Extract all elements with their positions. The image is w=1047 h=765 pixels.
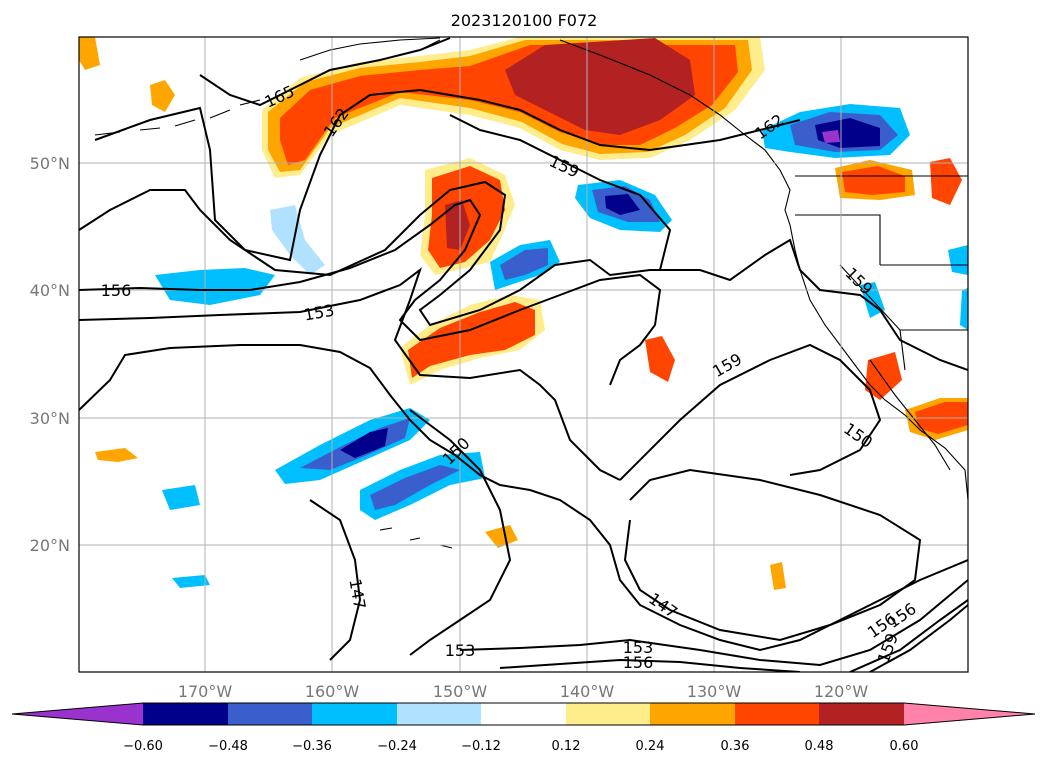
anomaly-region-east-pacific-small: [645, 336, 675, 382]
western-state-borders: [795, 214, 968, 371]
map-content: [79, 37, 968, 672]
contour-label: 153: [623, 638, 654, 657]
contour-label: 153: [445, 641, 476, 660]
colorbar-segment: [228, 703, 312, 725]
lat-label: 50°N: [30, 154, 70, 173]
contour-165: [199, 37, 451, 107]
colorbar-tick-label: −0.24: [377, 739, 417, 754]
aleutian-islands: [94, 99, 261, 136]
colorbar-segment: [735, 703, 819, 725]
colorbar-tick-label: 0.24: [636, 739, 665, 754]
anomaly-region-central-north-pacific-core: [500, 248, 548, 280]
colorbar: −0.60 −0.48 −0.36 −0.24 −0.12 0.12 0.24 …: [11, 702, 1036, 754]
anomaly-region-baja-coast: [960, 288, 968, 330]
contour-label: 156: [623, 653, 654, 672]
colorbar-tick-label: −0.60: [123, 739, 163, 754]
contour-159: [79, 114, 968, 371]
colorbar-tick-label: 0.48: [805, 739, 834, 754]
lat-label: 30°N: [30, 409, 70, 428]
anomaly-region-midlatitude-west: [155, 268, 275, 305]
anomaly-region-gulf-of-alaska-core: [605, 194, 640, 215]
lon-label: 120°W: [814, 682, 869, 701]
longitude-labels: 170°W 160°W 150°W 140°W 130°W 120°W: [178, 682, 869, 701]
anomaly-region-southwest-small: [162, 485, 200, 510]
colorbar-tick-label: −0.12: [461, 739, 501, 754]
anomaly-region-rocky-mountains-core: [842, 166, 905, 195]
contour-162-west: [94, 88, 801, 262]
anomaly-region-subtropical-band-red: [408, 302, 535, 378]
colorbar-tick-label: −0.48: [208, 739, 248, 754]
contour-147: [309, 409, 922, 661]
lon-label: 160°W: [305, 682, 360, 701]
anomaly-region-tropical-east-pacific: [770, 562, 786, 590]
anomaly-region-north-pacific-ridge-core: [505, 38, 695, 135]
contour-label: 156: [101, 281, 132, 300]
anomaly-region-great-basin: [948, 245, 968, 275]
colorbar-segment: [143, 703, 228, 725]
lat-label: 40°N: [30, 281, 70, 300]
baja-peninsula-coastline: [869, 359, 951, 471]
map-title: 2023120100 F072: [451, 11, 598, 30]
anomaly-region-subtropical-southwest-core: [340, 428, 388, 458]
colorbar-segment: [819, 703, 904, 725]
anomaly-region-baja-california: [865, 352, 902, 400]
colorbar-segment: [312, 703, 397, 725]
lat-label: 20°N: [30, 536, 70, 555]
contour-150-east: [619, 343, 882, 481]
contour-153-south: [459, 579, 968, 667]
lon-label: 130°W: [687, 682, 742, 701]
anomaly-region-hawaii-vicinity-core: [370, 465, 460, 510]
graticule: [79, 37, 968, 672]
colorbar-tick-label: 0.12: [552, 739, 581, 754]
colorbar-min-extend: [12, 703, 143, 725]
lon-label: 140°W: [560, 682, 615, 701]
anomaly-region-tropical-central-pacific: [485, 525, 518, 548]
colorbar-segment: [481, 703, 566, 725]
contour-153: [79, 267, 621, 481]
anomaly-region-southwest-tiny: [172, 575, 210, 588]
coastlines: [94, 37, 968, 549]
contour-159-south: [869, 604, 968, 672]
anomaly-region-dateline: [150, 80, 175, 112]
colorbar-segment: [650, 703, 735, 725]
colorbar-max-extend: [904, 703, 1035, 725]
contour-150: [79, 344, 968, 652]
colorbar-tick-label: 0.36: [721, 739, 750, 754]
anomaly-region-west-edge: [79, 37, 100, 70]
anomaly-region-central-pacific-core: [445, 200, 470, 250]
latitude-labels: 50°N 40°N 30°N 20°N: [30, 154, 70, 555]
contour-156-south: [499, 599, 968, 672]
colorbar-outline: [11, 702, 1036, 726]
height-contours: [79, 37, 968, 672]
colorbar-segment: [397, 703, 481, 725]
colorbar-tick-label: 0.60: [890, 739, 919, 754]
lon-label: 170°W: [178, 682, 233, 701]
contour-156: [79, 198, 662, 386]
anomaly-region-western-canada-peak: [822, 130, 840, 143]
anomaly-region-midlatitude-west-pale: [270, 205, 325, 275]
colorbar-tick-label: −0.36: [292, 739, 332, 754]
anomaly-region-great-plains: [930, 158, 962, 205]
map-frame: [78, 36, 969, 673]
west-coast-coastline: [794, 249, 968, 501]
colorbar-segment: [566, 703, 650, 725]
anomaly-region-subtropical-west: [95, 448, 138, 462]
lon-label: 150°W: [433, 682, 488, 701]
